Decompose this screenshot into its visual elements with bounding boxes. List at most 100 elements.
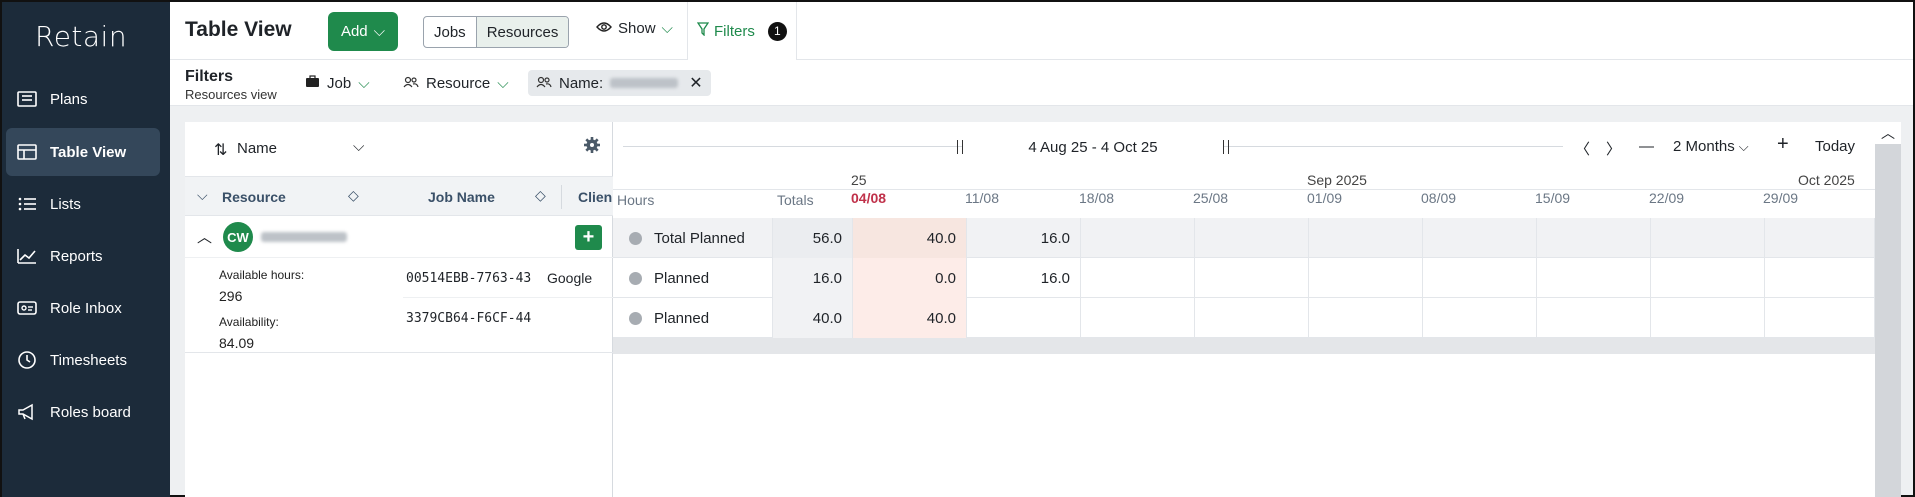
sidebar-item-label: Roles board <box>50 403 131 421</box>
chevron-down-icon: ⌵ <box>661 20 673 37</box>
zoom-select[interactable]: 2 Months ⌵ <box>1673 138 1749 155</box>
week-cell <box>1537 218 1651 258</box>
week-cell <box>1651 218 1765 258</box>
inbox-icon <box>16 299 38 317</box>
column-headers: ⌵ Resource ◇ Job Name ◇ Clien <box>185 176 613 216</box>
week-label: 08/09 <box>1421 190 1457 206</box>
briefcase-icon <box>305 74 320 92</box>
sidebar-item-label: Timesheets <box>50 351 127 369</box>
gear-icon[interactable] <box>583 136 601 159</box>
chevron-down-icon: ⌵ <box>373 23 386 40</box>
row-total: 40.0 <box>812 309 842 327</box>
sidebar-item-label: Role Inbox <box>50 299 122 317</box>
avatar: CW <box>223 222 253 252</box>
range-end-handle[interactable] <box>1223 140 1229 154</box>
next-icon[interactable]: 〉 <box>1606 141 1622 158</box>
sidebar-item-reports[interactable]: Reports <box>6 232 160 280</box>
timeline-header: 25 Sep 2025 Oct 2025 Hours Totals 04/08 … <box>613 172 1875 212</box>
sidebar-item-timesheets[interactable]: Timesheets <box>6 336 160 384</box>
week-cell <box>1195 298 1309 338</box>
resource-filter[interactable]: Resource ⌵ <box>403 70 509 96</box>
week-cell <box>967 298 1081 338</box>
vertical-scrollbar[interactable]: ︿ <box>1875 122 1915 497</box>
column-header-resource[interactable]: Resource <box>222 189 286 205</box>
show-label: Show <box>618 20 656 37</box>
zoom-out-icon[interactable]: — <box>1639 138 1654 155</box>
filters-count-badge: 1 <box>767 21 787 41</box>
row-label-cell: Planned <box>613 298 773 338</box>
timeline-row[interactable]: Planned 16.0 0.0 16.0 <box>613 258 1875 298</box>
close-icon[interactable]: ✕ <box>689 75 703 92</box>
filter-bar: Filters Resources view Job ⌵ Resource ⌵ … <box>170 60 1913 106</box>
sidebar-item-label: Table View <box>50 143 127 161</box>
column-header-job-name[interactable]: Job Name <box>428 189 495 205</box>
filters-tab[interactable]: Filters 1 <box>687 2 797 60</box>
filters-title: Filters <box>185 68 234 85</box>
add-assignment-button[interactable]: + <box>575 225 602 250</box>
jobs-toggle[interactable]: Jobs <box>434 23 466 41</box>
prev-icon[interactable]: 〈 <box>1575 141 1591 158</box>
chevron-up-icon[interactable]: ︿ <box>1875 122 1901 144</box>
horizontal-scrollbar[interactable] <box>613 338 1875 354</box>
add-button[interactable]: Add ⌵ <box>328 12 398 51</box>
scrollbar-thumb[interactable] <box>1875 144 1901 497</box>
available-hours-value: 296 <box>219 288 243 304</box>
sort-label[interactable]: Name <box>237 140 278 157</box>
sidebar: Retain Plans Table View Lists Reports Ro… <box>2 2 170 497</box>
job-id: 3379CB64-F6CF-44 <box>406 311 532 326</box>
sidebar-item-lists[interactable]: Lists <box>6 180 160 228</box>
show-button[interactable]: Show ⌵ <box>596 20 673 37</box>
week-cell <box>1537 258 1651 298</box>
today-button[interactable]: Today <box>1815 138 1855 155</box>
week-cell <box>1765 258 1875 298</box>
availability-value: 84.09 <box>219 335 255 351</box>
week-cell: 40.0 <box>853 298 967 338</box>
year-label: 25 <box>851 172 867 188</box>
name-filter-label: Name: <box>559 74 604 92</box>
resources-toggle[interactable]: Resources <box>475 17 569 47</box>
job-row[interactable]: 3379CB64-F6CF-44 <box>403 298 613 338</box>
users-icon <box>536 75 552 92</box>
sort-row: ⇅ Name ⌵ <box>185 122 613 176</box>
reports-icon <box>16 247 38 265</box>
sort-icon: ⇅ <box>214 142 228 159</box>
range-selector[interactable]: 4 Aug 25 - 4 Oct 25 <box>957 134 1229 160</box>
zoom-in-icon[interactable]: + <box>1777 133 1789 155</box>
column-divider <box>561 185 562 209</box>
sidebar-item-plans[interactable]: Plans <box>6 75 160 123</box>
sort-toggle-icon[interactable]: ◇ <box>348 187 359 203</box>
collapse-all-icon[interactable]: ⌵ <box>197 187 208 203</box>
available-hours-label: Available hours: <box>219 268 305 282</box>
redacted-resource-name <box>261 232 347 242</box>
week-label: 01/09 <box>1307 190 1343 206</box>
timeline-row[interactable]: Planned 40.0 40.0 <box>613 298 1875 338</box>
sort-toggle-icon[interactable]: ◇ <box>535 187 546 203</box>
week-label: 29/09 <box>1763 190 1799 206</box>
list-icon <box>16 195 38 213</box>
week-label: 25/08 <box>1193 190 1229 206</box>
chevron-down-icon[interactable]: ⌵ <box>353 138 365 155</box>
month-label: Sep 2025 <box>1307 172 1367 188</box>
sidebar-item-label: Lists <box>50 195 81 213</box>
sidebar-item-role-inbox[interactable]: Role Inbox <box>6 284 160 332</box>
main-area: Table View Add ⌵ Jobs Resources Show ⌵ F… <box>170 2 1913 497</box>
timeline-row[interactable]: Total Planned 56.0 40.0 16.0 <box>613 218 1875 258</box>
job-filter[interactable]: Job ⌵ <box>305 70 370 96</box>
chevron-up-icon[interactable]: ︿ <box>197 229 213 246</box>
week-cell <box>1423 258 1537 298</box>
users-icon <box>403 75 419 92</box>
week-cell <box>1309 258 1423 298</box>
week-label: 15/09 <box>1535 190 1571 206</box>
row-total-cell: 40.0 <box>773 298 853 338</box>
name-filter-chip[interactable]: Name: ✕ <box>528 70 711 96</box>
range-start-handle[interactable] <box>957 140 963 154</box>
zoom-label: 2 Months <box>1673 138 1735 155</box>
row-total-cell: 16.0 <box>773 258 853 298</box>
row-label: Planned <box>654 269 710 287</box>
sidebar-item-roles-board[interactable]: Roles board <box>6 388 160 436</box>
sidebar-item-table-view[interactable]: Table View <box>6 128 160 176</box>
column-header-client[interactable]: Clien <box>578 189 613 205</box>
resource-filter-label: Resource <box>426 74 491 92</box>
resource-row[interactable]: ︿ CW + <box>185 216 613 258</box>
job-row[interactable]: 00514EBB-7763-43 Google <box>403 258 613 298</box>
